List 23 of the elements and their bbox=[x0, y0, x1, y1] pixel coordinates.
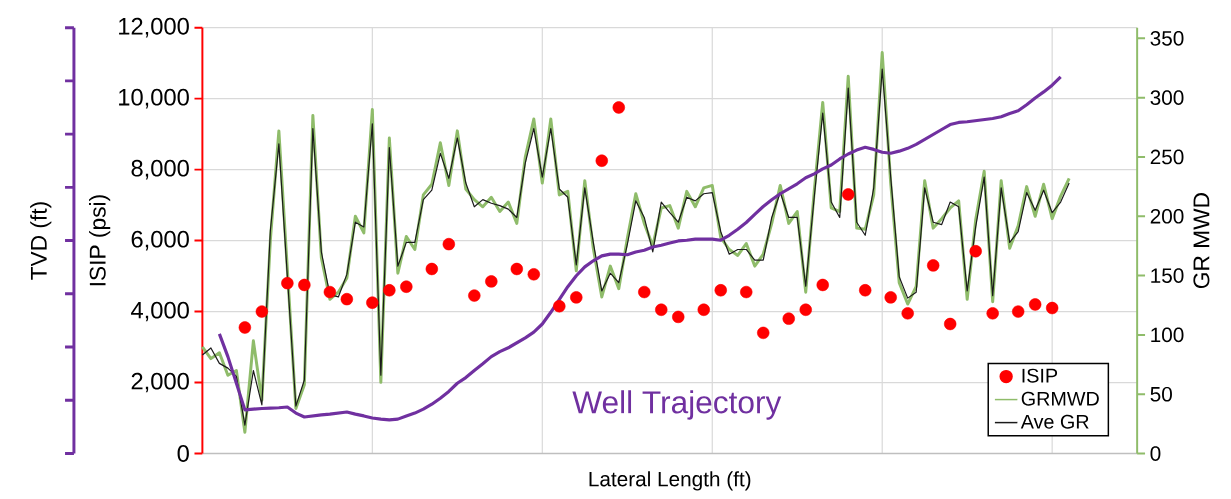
y-tick-label: 6,000 bbox=[131, 230, 189, 251]
y-tick-label: 12,000 bbox=[119, 17, 189, 38]
y2-tick-label: 250 bbox=[1150, 149, 1184, 165]
legend-label: GRMWD bbox=[1021, 391, 1099, 406]
y3-axis-title: TVD (ft) bbox=[30, 202, 52, 280]
x-axis-title: Lateral Length (ft) bbox=[589, 471, 751, 491]
y2-axis-title: GR MWD bbox=[1193, 193, 1210, 289]
y-tick-label: 4,000 bbox=[131, 301, 189, 322]
y-axis-title: ISIP (psi) bbox=[89, 195, 111, 286]
y2-tick-label: 300 bbox=[1150, 90, 1184, 105]
y2-tick-label: 100 bbox=[1151, 327, 1184, 343]
y-tick-label: 8,000 bbox=[131, 159, 189, 180]
y2-tick-label: 150 bbox=[1151, 268, 1184, 283]
y-tick-label: 0 bbox=[177, 445, 189, 462]
text: Well Trajectory bbox=[572, 390, 782, 420]
y2-tick-label: 350 bbox=[1150, 30, 1184, 46]
y2-tick-label: 0 bbox=[1150, 446, 1161, 461]
y-tick-label: 2,000 bbox=[131, 372, 189, 393]
legend-label: ISIP bbox=[1022, 368, 1058, 383]
legend-label: Ave GR bbox=[1020, 414, 1089, 429]
y2-tick-label: 200 bbox=[1150, 208, 1184, 224]
y2-tick-label: 50 bbox=[1150, 386, 1172, 402]
y-tick-label: 10,000 bbox=[119, 88, 189, 109]
